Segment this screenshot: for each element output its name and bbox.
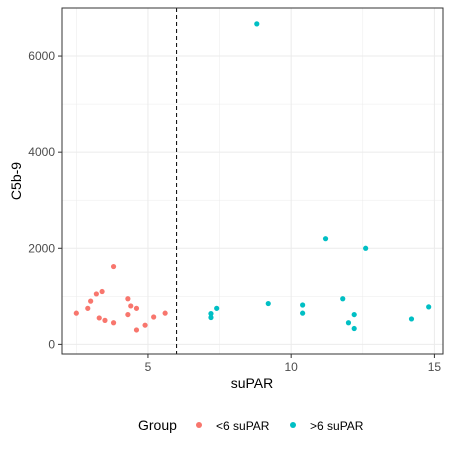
- point-above-6-supar: [363, 245, 369, 251]
- y-tick-label: 6000: [28, 49, 55, 63]
- y-axis-title: C5b-9: [8, 162, 24, 200]
- point-below-6-supar: [151, 314, 157, 320]
- point-below-6-supar: [133, 327, 140, 333]
- y-tick-label: 2000: [28, 241, 55, 255]
- point-above-6-supar: [351, 325, 357, 332]
- point-below-6-supar: [93, 291, 99, 297]
- point-above-6-supar: [408, 316, 415, 322]
- legend-label-above-6: >6 suPAR: [310, 419, 364, 433]
- point-below-6-supar: [125, 296, 131, 302]
- point-above-6-supar: [340, 296, 346, 302]
- axis-ticks: 5 10 15 0 2000 4000 6000: [28, 49, 441, 374]
- x-axis-title: suPAR: [231, 375, 274, 391]
- legend-title: Group: [138, 417, 177, 433]
- point-below-6-supar: [96, 315, 102, 321]
- point-above-6-supar: [265, 300, 271, 307]
- y-tick-label: 4000: [28, 145, 55, 159]
- point-below-6-supar: [142, 322, 148, 328]
- legend-key-above-6: [290, 422, 296, 428]
- point-above-6-supar: [300, 302, 306, 308]
- x-tick-label: 10: [284, 360, 298, 374]
- x-tick-label: 5: [145, 360, 152, 374]
- point-below-6-supar: [88, 298, 94, 304]
- point-above-6-supar: [208, 311, 214, 317]
- point-above-6-supar: [254, 21, 260, 27]
- point-below-6-supar: [133, 305, 140, 311]
- point-above-6-supar: [345, 320, 352, 326]
- point-below-6-supar: [99, 288, 105, 295]
- point-above-6-supar: [214, 305, 220, 311]
- legend-label-below-6: <6 suPAR: [216, 419, 270, 433]
- plot-border: [61, 7, 444, 355]
- plot-panel: [62, 8, 443, 354]
- point-below-6-supar: [85, 305, 91, 311]
- point-below-6-supar: [110, 320, 117, 326]
- point-above-6-supar: [300, 310, 306, 316]
- point-above-6-supar: [322, 236, 329, 242]
- point-below-6-supar: [73, 310, 79, 316]
- data-points: [73, 21, 432, 333]
- legend: Group <6 suPAR >6 suPAR: [138, 417, 364, 433]
- point-below-6-supar: [125, 311, 131, 318]
- grid-lines: [62, 8, 443, 354]
- x-tick-label: 15: [428, 360, 442, 374]
- point-above-6-supar: [426, 304, 432, 310]
- y-tick-label: 0: [48, 337, 55, 351]
- point-below-6-supar: [110, 263, 117, 270]
- point-above-6-supar: [208, 314, 214, 321]
- point-below-6-supar: [102, 317, 108, 323]
- point-below-6-supar: [128, 303, 134, 309]
- legend-key-below-6: [196, 422, 202, 428]
- point-above-6-supar: [351, 311, 357, 318]
- point-below-6-supar: [162, 310, 168, 316]
